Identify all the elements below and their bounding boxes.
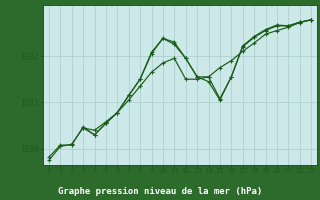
Text: Graphe pression niveau de la mer (hPa): Graphe pression niveau de la mer (hPa): [58, 186, 262, 196]
